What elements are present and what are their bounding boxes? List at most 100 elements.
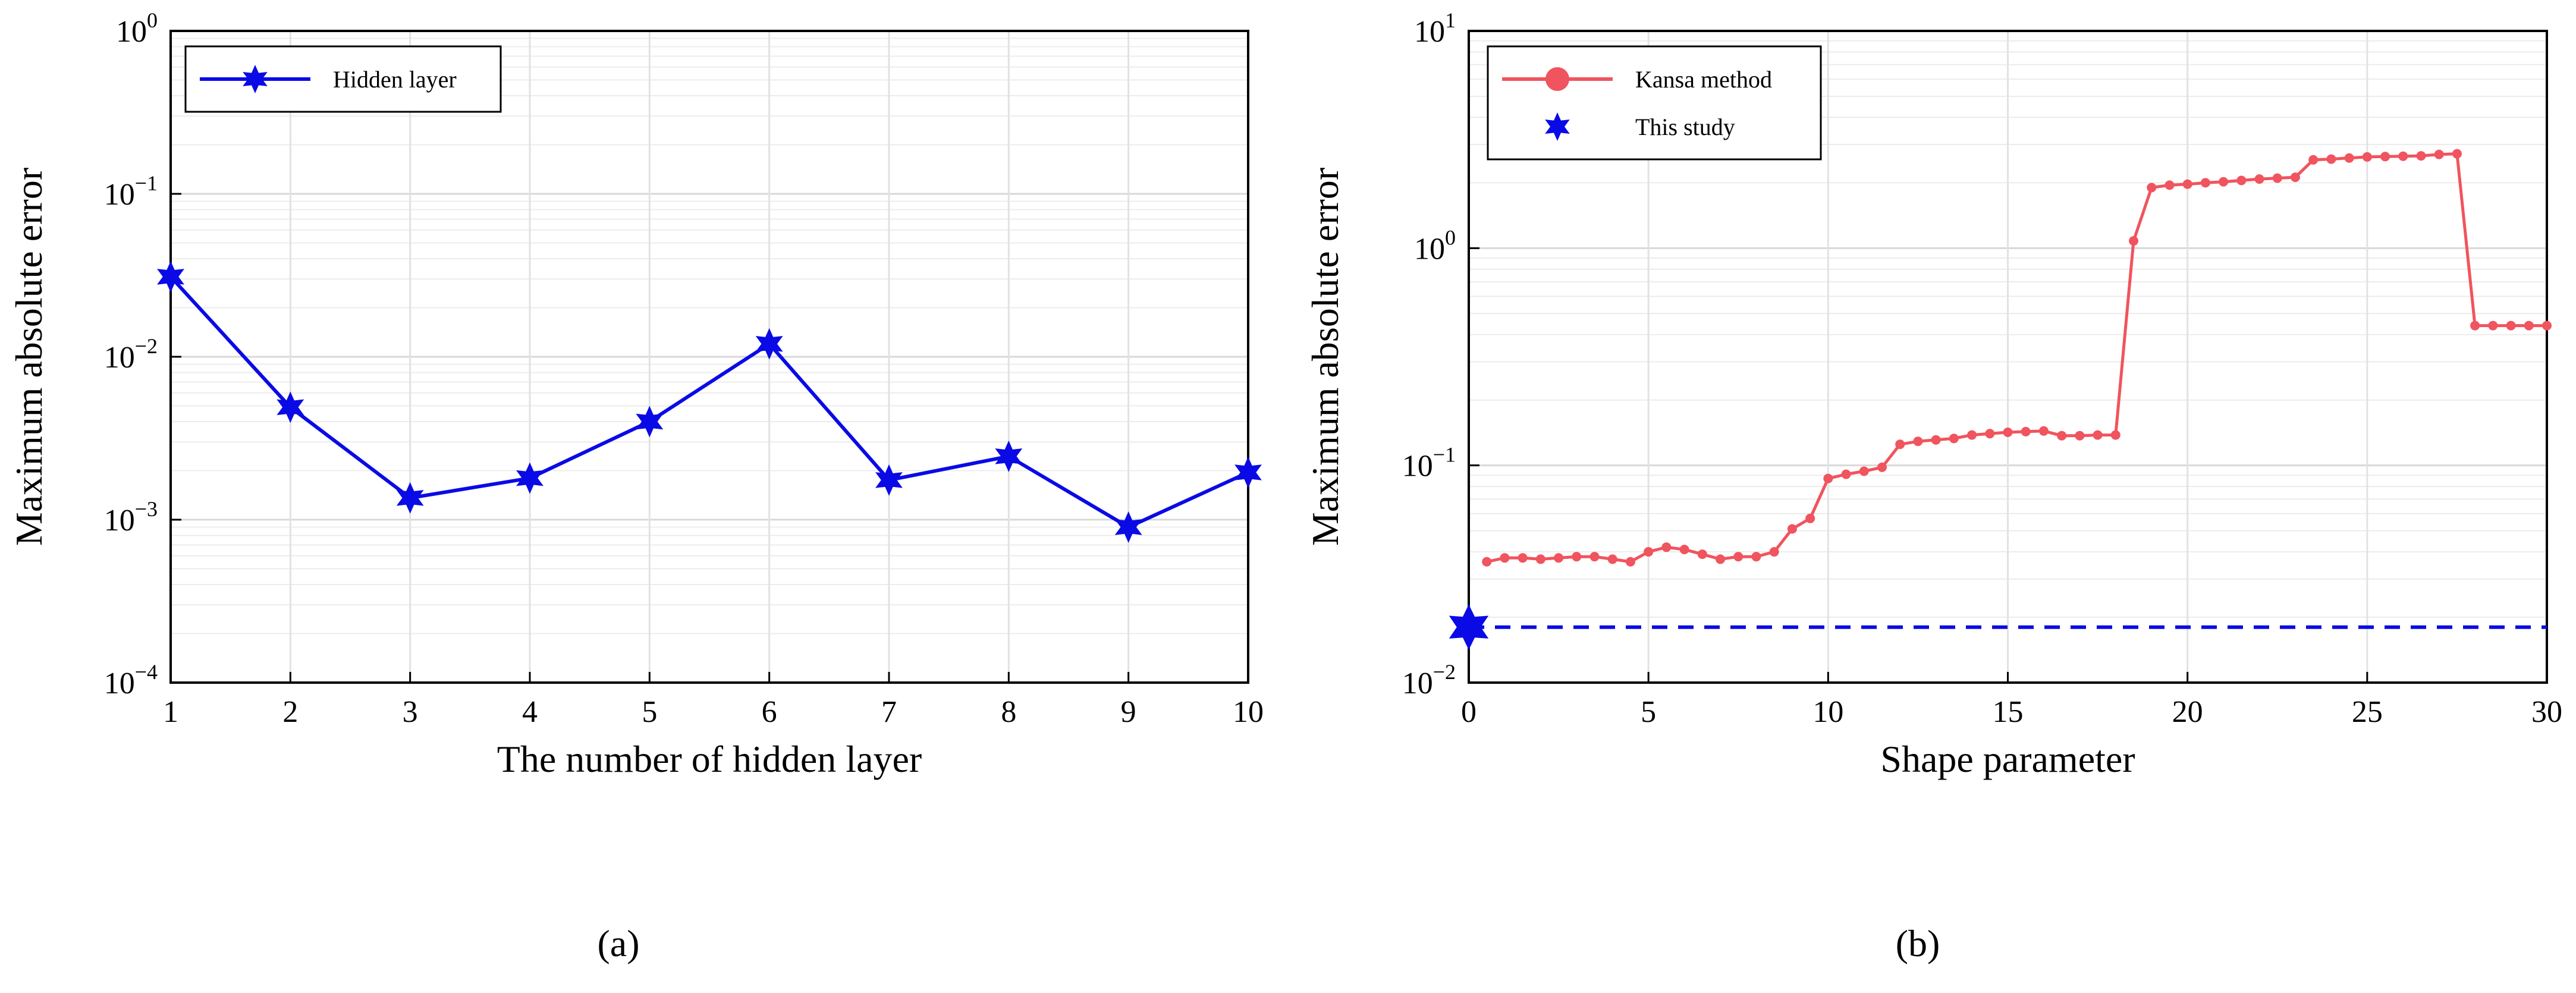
data-point xyxy=(2308,155,2319,165)
legend-label: Hidden layer xyxy=(333,66,457,93)
data-point xyxy=(2075,430,2085,441)
data-point xyxy=(1535,554,1545,564)
x-tick-label: 7 xyxy=(881,695,897,729)
data-point xyxy=(2093,430,2103,440)
data-point xyxy=(1913,436,1923,447)
data-point xyxy=(1482,557,1492,567)
y-axis: 10−4 10−3 10−2 10−1 100 xyxy=(104,8,181,700)
y-tick-label: 10−3 xyxy=(104,497,158,538)
data-point xyxy=(2380,152,2390,162)
x-tick-label: 30 xyxy=(2531,695,2562,729)
data-point xyxy=(1751,552,1761,562)
x-tick-label: 8 xyxy=(1001,695,1016,729)
x-tick-label: 6 xyxy=(762,695,777,729)
data-point xyxy=(2344,153,2354,163)
subfigure-caption: (a) xyxy=(597,922,639,964)
data-point xyxy=(1841,469,1851,479)
legend-box xyxy=(1487,45,1822,161)
data-point xyxy=(1895,439,1905,450)
data-point xyxy=(2416,151,2426,161)
x-tick-label: 5 xyxy=(642,695,657,729)
legend-label: Kansa method xyxy=(1635,66,1772,93)
y-tick-label: 100 xyxy=(116,8,158,49)
data-point xyxy=(2290,172,2300,183)
data-point xyxy=(2434,149,2444,159)
y-tick-label: 101 xyxy=(1414,8,1456,49)
data-point xyxy=(1733,552,1743,562)
x-tick-label: 15 xyxy=(1993,695,2024,729)
legend-label: This study xyxy=(1635,114,1735,140)
data-point xyxy=(995,440,1023,472)
x-tick-label: 10 xyxy=(1812,695,1843,729)
data-point xyxy=(1716,554,1726,564)
data-point xyxy=(1518,553,1528,563)
x-axis: 1 2 3 4 5 6 7 8 9 10 xyxy=(163,672,1264,729)
data-point xyxy=(2057,430,2067,441)
data-point xyxy=(2236,175,2247,186)
y-axis-label: Maximum absolute error xyxy=(1304,168,1346,546)
x-tick-label: 5 xyxy=(1641,695,1656,729)
y-tick-label: 10−2 xyxy=(1402,660,1456,700)
data-point xyxy=(1679,545,1689,555)
y-tick-label: 10−2 xyxy=(104,334,158,375)
chart-a: 1 2 3 4 5 6 7 8 9 10 The number of hidden layer 10−… xyxy=(8,8,1264,964)
subfigure-caption: (b) xyxy=(1896,922,1940,964)
data-point xyxy=(1697,549,1707,560)
x-axis-label: The number of hidden layer xyxy=(497,738,922,780)
data-point xyxy=(2129,236,2139,246)
y-axis: 10−2 10−1 100 101 xyxy=(1402,8,1479,700)
data-point xyxy=(1500,553,1510,563)
data-point xyxy=(516,462,544,494)
data-point xyxy=(277,391,304,423)
data-point xyxy=(2110,430,2121,440)
data-point xyxy=(2165,180,2175,190)
data-point xyxy=(2470,320,2480,331)
data-point xyxy=(2398,151,2408,161)
x-axis-label: Shape parameter xyxy=(1880,738,2135,780)
data-point xyxy=(2182,179,2192,189)
data-point xyxy=(1234,457,1262,488)
data-point xyxy=(2506,320,2516,331)
data-point xyxy=(2038,426,2049,436)
data-point xyxy=(2200,178,2210,188)
y-axis-label: Maximum absolute error xyxy=(8,168,50,546)
data-point xyxy=(1661,542,1672,552)
data-point xyxy=(1607,554,1617,564)
series-hidden-layer xyxy=(157,260,1262,543)
x-tick-label: 0 xyxy=(1461,695,1477,729)
series-line xyxy=(169,275,1249,529)
data-point xyxy=(1449,604,1489,650)
data-point xyxy=(2254,174,2264,184)
x-axis: 0 5 10 15 20 25 30 xyxy=(1461,672,2562,729)
data-point xyxy=(1877,462,1887,472)
series-kansa-method xyxy=(1482,149,2552,567)
data-point xyxy=(1967,430,1977,440)
legend-marker xyxy=(243,65,268,93)
data-point xyxy=(2326,154,2336,164)
data-point xyxy=(2542,320,2552,331)
data-point xyxy=(1114,511,1142,543)
data-point xyxy=(2003,428,2013,438)
data-point xyxy=(1859,466,1869,476)
data-point xyxy=(1644,547,1654,557)
data-point xyxy=(1805,513,1815,523)
data-point xyxy=(2219,177,2229,187)
data-point xyxy=(1985,429,1995,439)
data-point xyxy=(157,260,184,293)
data-point xyxy=(636,406,664,438)
y-tick-label: 10−1 xyxy=(1402,443,1456,483)
y-tick-label: 10−4 xyxy=(104,660,158,700)
legend-marker xyxy=(1545,67,1569,91)
x-tick-label: 9 xyxy=(1121,695,1136,729)
data-point xyxy=(2021,426,2031,436)
data-point xyxy=(396,482,424,514)
data-point xyxy=(1823,473,1833,483)
data-point xyxy=(1769,547,1779,557)
data-point xyxy=(1625,557,1635,567)
x-tick-label: 1 xyxy=(163,695,178,729)
data-point xyxy=(875,464,903,496)
data-point xyxy=(1949,433,1959,444)
data-point xyxy=(1931,435,1941,445)
x-tick-label: 25 xyxy=(2352,695,2383,729)
